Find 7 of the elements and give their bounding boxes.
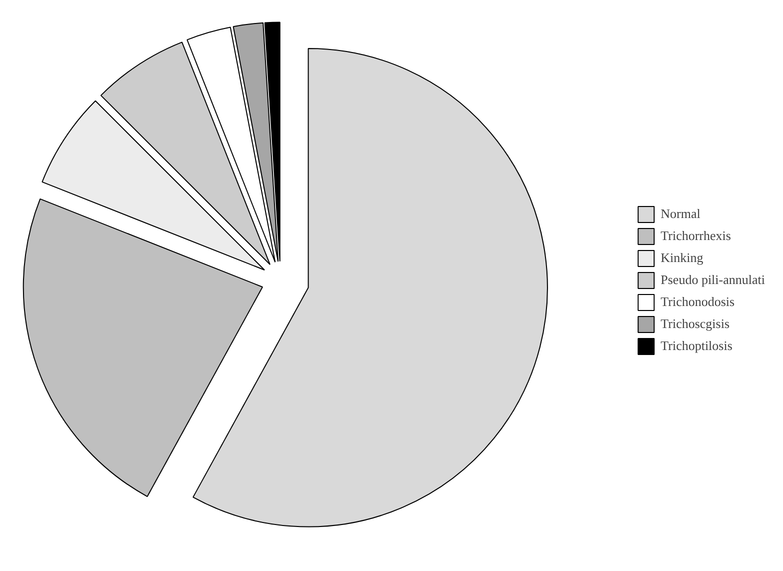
legend-label: Trichonodosis bbox=[660, 294, 735, 310]
legend-label: Pseudo pili-annulati bbox=[660, 272, 765, 288]
legend-label: Kinking bbox=[660, 250, 704, 266]
legend-label: Normal bbox=[660, 206, 700, 222]
legend-label: Trichoptilosis bbox=[660, 338, 732, 354]
legend-label: Trichorrhexis bbox=[660, 228, 731, 244]
legend-label: Trichoscgisis bbox=[660, 316, 730, 332]
